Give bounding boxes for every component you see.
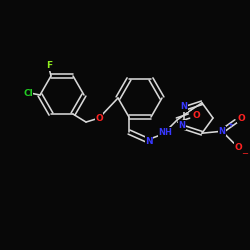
Text: F: F [46,62,52,70]
Text: −: − [242,149,248,158]
Text: N: N [180,102,188,111]
Text: Cl: Cl [23,88,33,98]
Text: N: N [145,136,153,145]
Text: N: N [218,127,226,136]
Text: O: O [95,114,103,122]
Text: O: O [234,143,242,152]
Text: O: O [192,110,200,120]
Text: +: + [227,122,233,128]
Text: O: O [237,114,245,123]
Text: NH: NH [158,128,172,136]
Text: N: N [178,121,186,130]
